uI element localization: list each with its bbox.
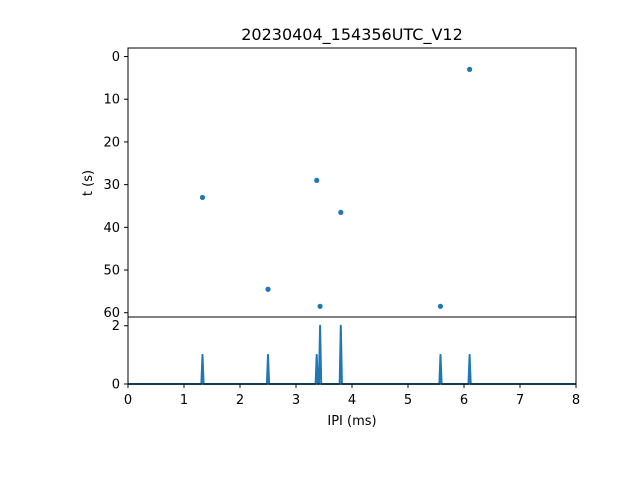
chart-title: 20230404_154356UTC_V12 [241,25,463,45]
x-tick-label: 4 [348,393,356,408]
scatter-point [317,303,323,309]
scatter-point [265,286,271,292]
y-tick-label: 50 [103,264,120,279]
x-tick-label: 5 [404,393,412,408]
y-axis-ticks: 0 10 20 30 40 50 60 [103,50,128,321]
scatter-points [199,66,473,309]
y-tick-label: 30 [103,178,120,193]
x-tick-label: 8 [572,393,580,408]
x-axis-ticks: 0 1 2 3 4 5 6 7 8 [124,384,580,408]
x-tick-label: 3 [292,393,300,408]
y-tick-label: 60 [103,306,120,321]
histogram-frame [127,316,577,385]
x-tick-label: 7 [516,393,524,408]
y-tick-label: 0 [112,50,120,65]
x-tick-label: 2 [236,393,244,408]
y-tick-label: 40 [103,221,120,236]
x-tick-label: 0 [124,393,132,408]
histogram-y-tick-label: 0 [112,378,120,393]
histogram-y-ticks: 02 [112,319,128,393]
scatter-point [437,303,444,309]
y-axis-label: t (s) [81,170,96,196]
histogram-y-tick-label: 2 [112,319,120,334]
scatter-point [199,194,206,201]
scatter-panel: 20230404_154356UTC_V12 0 10 20 30 40 50 60 t (… [81,25,577,321]
x-axis-label: IPI (ms) [327,414,376,429]
y-tick-label: 10 [103,93,120,108]
scatter-point [314,177,320,183]
scatter-point [467,66,473,72]
x-tick-label: 6 [460,393,468,408]
y-tick-label: 20 [103,135,120,150]
x-tick-label: 1 [180,393,188,408]
scatter-point [338,209,344,215]
